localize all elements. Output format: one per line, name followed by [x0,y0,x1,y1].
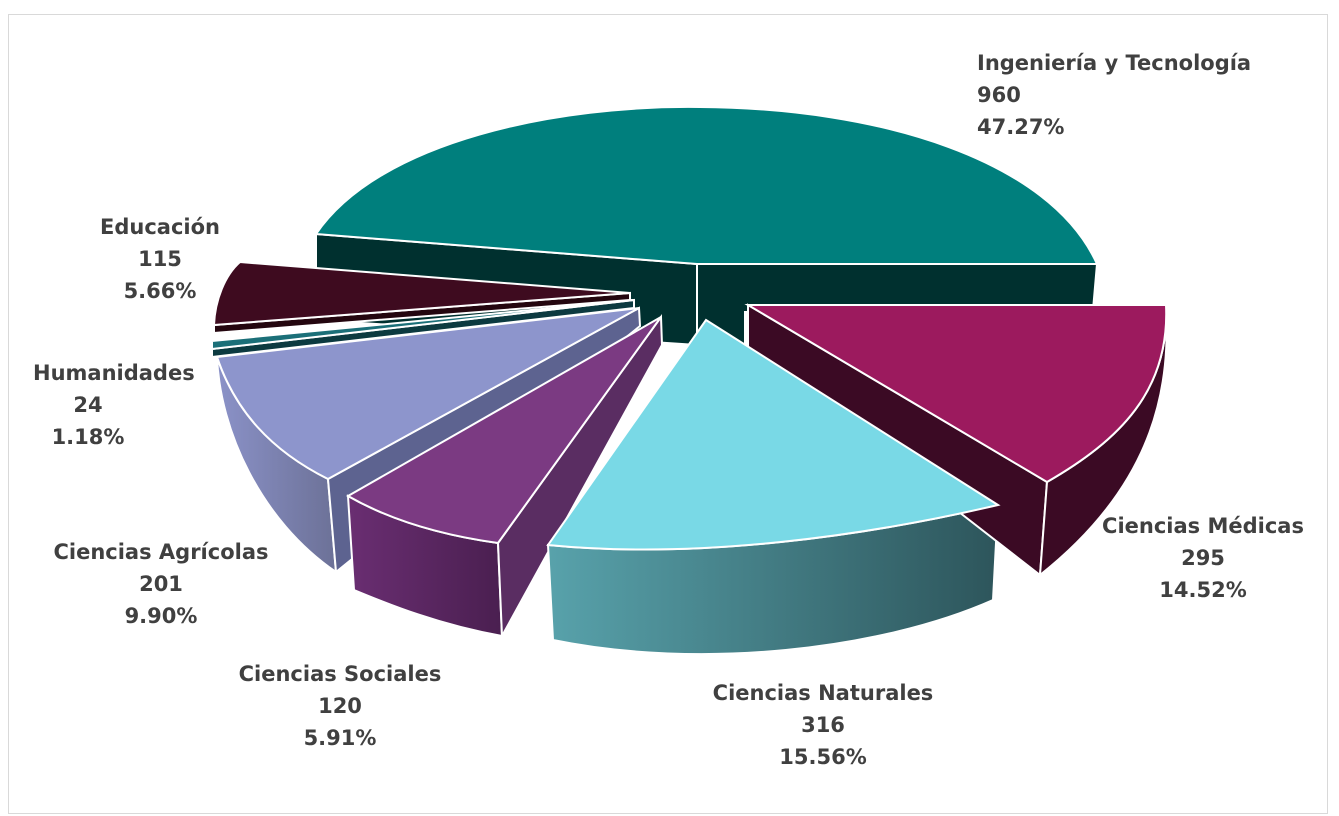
label-value: 24 [73,393,102,417]
label-agricolas: Ciencias Agrícolas 201 9.90% [53,540,268,628]
label-name: Ciencias Médicas [1102,514,1304,538]
label-value: 960 [977,83,1021,107]
label-name: Ingeniería y Tecnología [977,51,1251,75]
label-percent: 9.90% [125,604,198,628]
slice-ingenieria [314,105,1099,265]
label-sociales: Ciencias Sociales 120 5.91% [239,662,442,750]
slice-naturales [546,318,1001,551]
slice-humanidades [211,299,635,351]
label-educacion: Educación 115 5.66% [100,215,220,303]
slice-sociales [345,316,662,545]
label-percent: 15.56% [779,745,866,769]
label-value: 115 [138,247,182,271]
slice-medicas [744,304,1168,484]
label-medicas: Ciencias Médicas 295 14.52% [1102,514,1304,602]
label-name: Educación [100,215,220,239]
label-percent: 5.66% [124,279,197,303]
slice-labels: Ingeniería y Tecnología 960 47.27% Ciencias… [33,51,1304,769]
slice-agricolas [215,307,640,481]
label-value: 316 [801,713,845,737]
label-humanidades: Humanidades 24 1.18% [33,361,195,449]
label-name: Ciencias Agrícolas [53,540,268,564]
label-percent: 5.91% [304,726,377,750]
label-value: 120 [318,694,362,718]
slice-educacion [212,260,631,327]
label-value: 295 [1181,546,1225,570]
label-percent: 1.18% [52,425,125,449]
label-name: Ciencias Naturales [713,681,934,705]
label-percent: 14.52% [1159,578,1246,602]
label-naturales: Ciencias Naturales 316 15.56% [713,681,934,769]
label-name: Ciencias Sociales [239,662,442,686]
label-percent: 47.27% [977,115,1064,139]
slice-tops [211,105,1168,551]
label-ingenieria: Ingeniería y Tecnología 960 47.27% [977,51,1251,139]
label-value: 201 [139,572,183,596]
label-name: Humanidades [33,361,195,385]
